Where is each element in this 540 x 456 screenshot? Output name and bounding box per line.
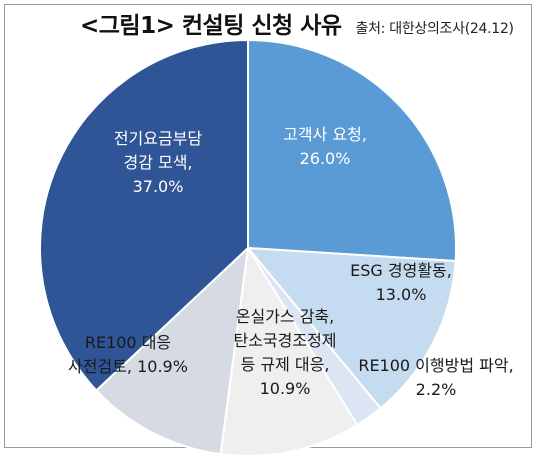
pie-slice-4 <box>219 245 359 456</box>
slice-label-line: 고객사 요청, <box>283 125 367 144</box>
figure-source: 출처: 대한상의조사(24.12) <box>355 21 514 37</box>
pie-slice-6 <box>39 38 249 392</box>
slice-label-line: 10.9% <box>260 379 311 398</box>
slice-label-line: ESG 경영활동, <box>350 261 452 280</box>
slice-label-line: RE100 이행방법 파악, <box>358 356 513 375</box>
slice-label-line: 온실가스 감축, <box>236 307 335 326</box>
figure-header: <그림1> 컨설팅 신청 사유 출처: 대한상의조사(24.12) <box>80 6 530 42</box>
pie-slice-1 <box>247 38 457 263</box>
slice-label-line: RE100 대응 <box>85 333 171 352</box>
slice-label-2: ESG 경영활동, 13.0% <box>350 261 452 304</box>
slice-label-line: 37.0% <box>133 177 184 196</box>
slice-label-line: 13.0% <box>376 285 427 304</box>
figure-title: <그림1> 컨설팅 신청 사유 <box>80 13 342 39</box>
slice-label-line: 경감 모색, <box>123 153 192 172</box>
pie-slice-2 <box>245 246 457 410</box>
slice-label-line: 전기요금부담 <box>114 129 203 148</box>
slice-label-line: 26.0% <box>300 149 351 168</box>
slice-label-3: RE100 이행방법 파악, 2.2% <box>358 356 513 399</box>
pie-slice-5 <box>94 245 250 456</box>
slice-label-line: 사전검토, 10.9% <box>68 357 188 376</box>
slice-label-line: 2.2% <box>416 380 457 399</box>
slice-label-1: 고객사 요청, 26.0% <box>283 125 367 168</box>
slice-label-line: 탄소국경조정제 <box>233 331 336 350</box>
slice-label-line: 등 규제 대응, <box>241 355 330 374</box>
